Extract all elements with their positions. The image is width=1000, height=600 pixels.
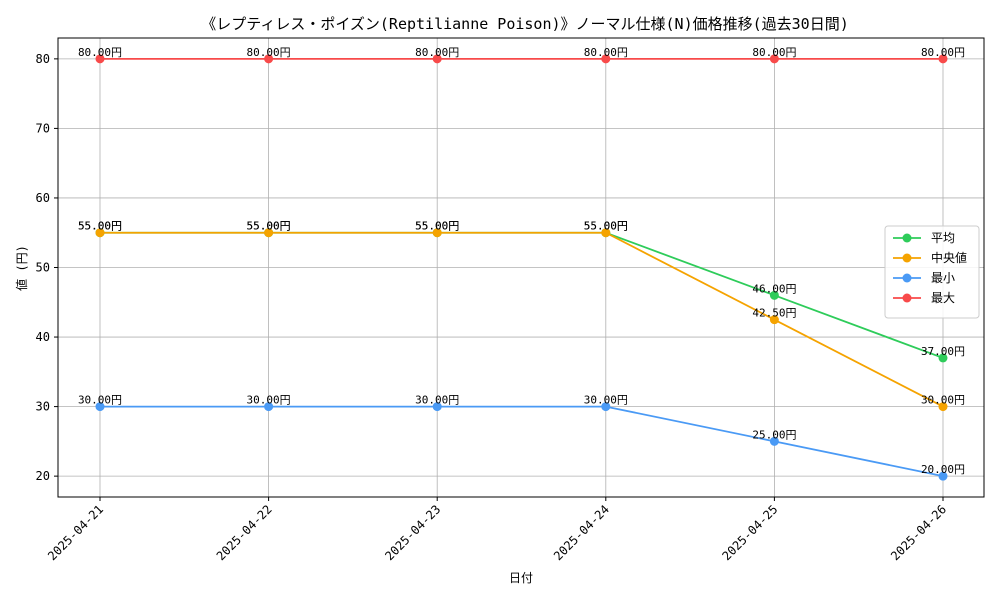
legend-label: 最小 [931,271,955,285]
data-point [264,402,274,412]
data-label: 46.00円 [752,282,796,295]
x-tick-label: 2025-04-24 [551,502,612,563]
series-1 [95,228,948,412]
legend-label: 中央値 [931,250,967,265]
data-point [769,315,779,325]
data-label: 80.00円 [921,46,965,59]
legend-item: 最小 [893,271,955,285]
data-label: 20.00円 [921,463,965,476]
data-point [769,436,779,446]
legend-label: 平均 [931,231,955,245]
x-tick-label: 2025-04-25 [720,502,781,563]
x-axis: 2025-04-21 2025-04-22 2025-04-23 2025-04-24… [45,497,949,563]
data-label: 42.50円 [752,307,796,320]
data-point [938,471,948,481]
data-point [95,402,105,412]
legend-item: 中央値 [893,250,967,265]
legend-label: 最大 [931,291,955,305]
data-label: 30.00円 [247,394,291,407]
legend-item: 最大 [893,291,955,305]
legend-marker [902,233,912,243]
data-point [601,54,611,64]
y-tick-label: 80 [36,52,50,66]
y-axis: 20 30 40 50 60 70 80 [36,52,58,483]
y-tick-label: 20 [36,469,50,483]
data-point [601,228,611,238]
data-label: 55.00円 [78,220,122,233]
data-label: 37.00円 [921,345,965,358]
grid [58,38,984,497]
data-label: 55.00円 [584,220,628,233]
data-point [769,54,779,64]
data-point [432,402,442,412]
x-axis-label: 日付 [509,571,533,585]
data-point [95,228,105,238]
legend-marker [902,273,912,283]
data-label: 30.00円 [415,394,459,407]
series-line [100,231,944,359]
data-point [938,353,948,363]
data-point [938,54,948,64]
data-label: 55.00円 [415,220,459,233]
series-line [100,405,944,478]
data-point [264,228,274,238]
y-axis-label: 値 (円) [14,245,29,291]
legend-item: 平均 [893,231,955,245]
data-label: 25.00円 [752,428,796,441]
data-label: 80.00円 [415,46,459,59]
data-label: 55.00円 [247,220,291,233]
data-point [938,402,948,412]
y-tick-label: 70 [36,121,50,135]
x-tick-label: 2025-04-26 [888,502,949,563]
data-label: 30.00円 [584,394,628,407]
series-line [100,231,944,408]
data-point [264,54,274,64]
legend-marker [902,253,912,263]
data-point [432,54,442,64]
data-label: 80.00円 [584,46,628,59]
x-tick-label: 2025-04-21 [45,502,106,563]
series-3 [95,54,948,64]
data-label: 55.00円 [415,220,459,233]
series-2 [95,402,948,481]
data-label: 30.00円 [78,394,122,407]
data-label: 55.00円 [78,220,122,233]
y-tick-label: 30 [36,400,50,414]
x-tick-label: 2025-04-22 [214,502,275,563]
y-tick-label: 40 [36,330,50,344]
data-label: 80.00円 [78,46,122,59]
data-point [769,290,779,300]
data-label: 55.00円 [584,220,628,233]
chart-title: 《レプティレス・ポイズン(Reptilianne Poison)》ノーマル仕様(… [201,15,848,33]
data-labels: 55.00円 55.00円 55.00円 55.00円46.00円37.00円55.0… [78,46,965,476]
data-point [601,402,611,412]
data-point [432,228,442,238]
y-tick-label: 60 [36,191,50,205]
data-label: 30.00円 [921,394,965,407]
data-label: 80.00円 [752,46,796,59]
y-tick-label: 50 [36,261,50,275]
x-tick-label: 2025-04-23 [382,502,443,563]
data-point [95,54,105,64]
series-layer [95,54,948,481]
legend-marker [902,293,912,303]
data-label: 55.00円 [247,220,291,233]
data-label: 80.00円 [247,46,291,59]
